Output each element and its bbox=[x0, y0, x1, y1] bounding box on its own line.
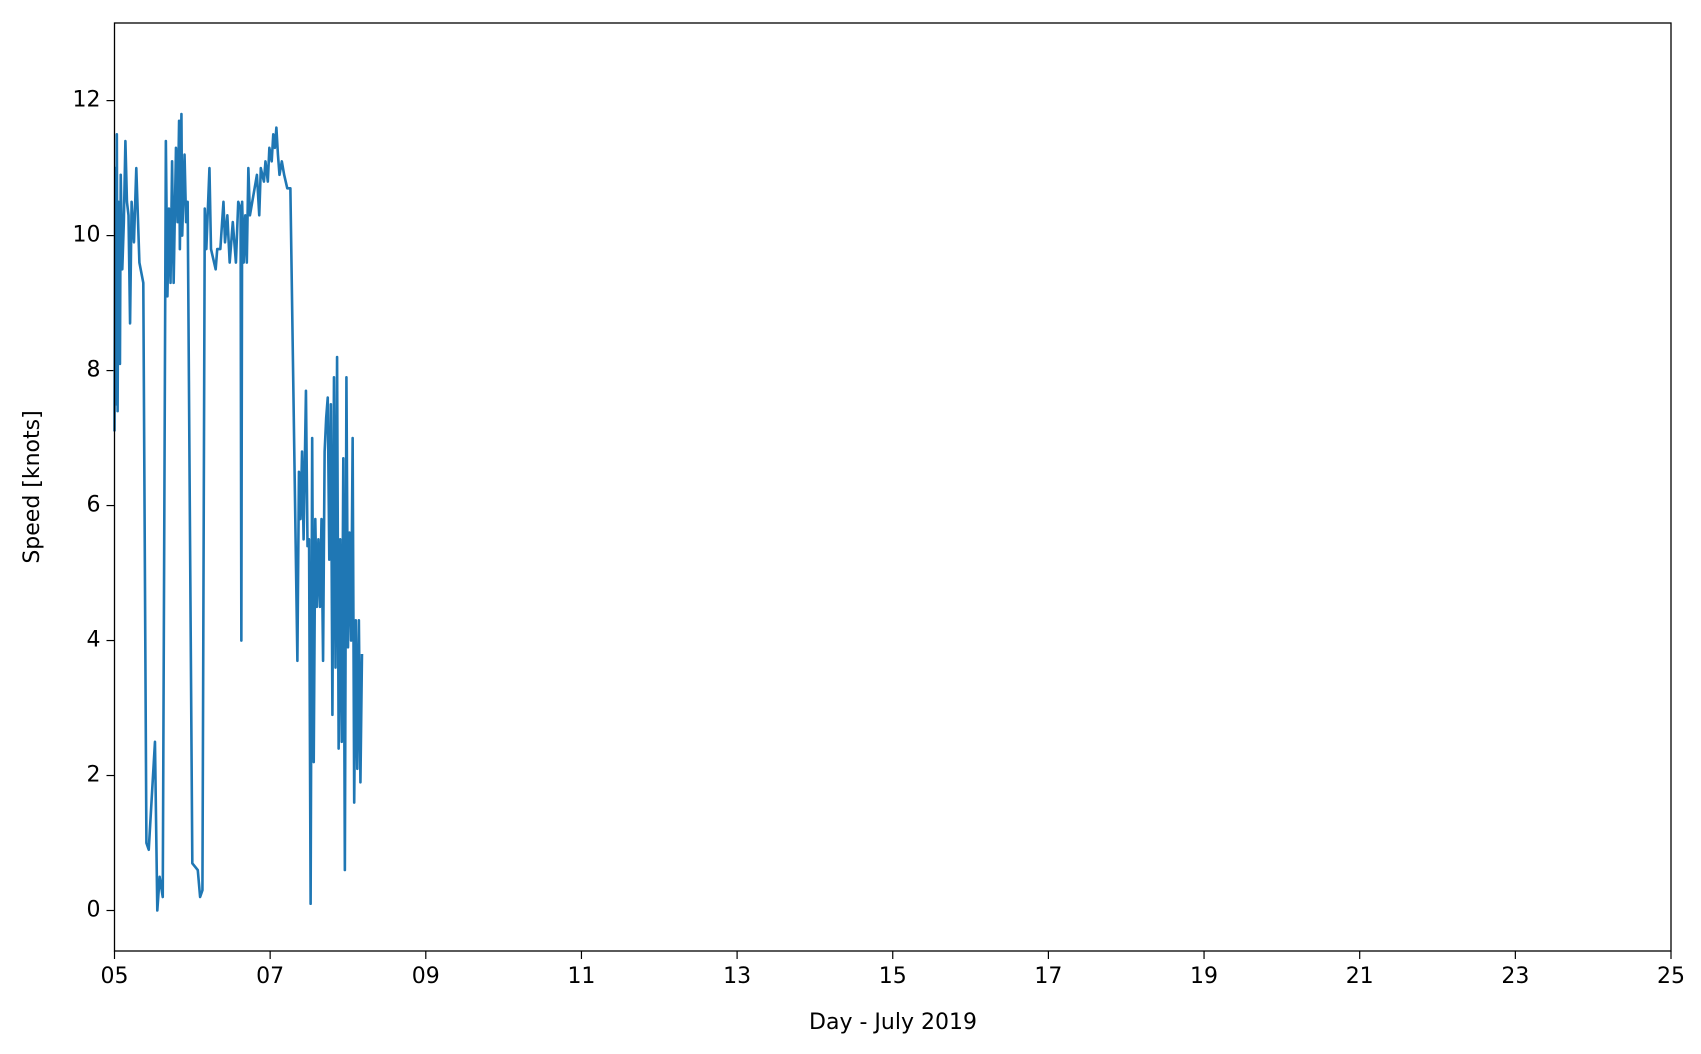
y-tick-label: 12 bbox=[73, 88, 101, 113]
x-tick-label: 23 bbox=[1501, 964, 1529, 989]
x-tick-label: 15 bbox=[879, 964, 907, 989]
x-tick-label: 13 bbox=[723, 964, 751, 989]
y-tick-label: 2 bbox=[87, 763, 101, 788]
y-axis-label: Speed [knots] bbox=[20, 410, 45, 563]
x-tick-label: 25 bbox=[1657, 964, 1685, 989]
y-tick-label: 8 bbox=[87, 358, 101, 383]
x-axis-label: Day - July 2019 bbox=[809, 1010, 977, 1035]
x-tick-label: 09 bbox=[412, 964, 440, 989]
y-tick-label: 6 bbox=[87, 493, 101, 518]
y-tick-label: 0 bbox=[87, 898, 101, 923]
x-tick-label: 19 bbox=[1190, 964, 1218, 989]
y-tick-label: 10 bbox=[73, 223, 101, 248]
x-tick-label: 05 bbox=[101, 964, 129, 989]
x-tick-label: 11 bbox=[567, 964, 595, 989]
y-tick-label: 4 bbox=[87, 628, 101, 653]
x-tick-label: 21 bbox=[1346, 964, 1374, 989]
plot-frame bbox=[113, 22, 1672, 952]
x-tick-label: 07 bbox=[256, 964, 284, 989]
x-tick-label: 17 bbox=[1034, 964, 1062, 989]
data-line bbox=[113, 112, 364, 912]
